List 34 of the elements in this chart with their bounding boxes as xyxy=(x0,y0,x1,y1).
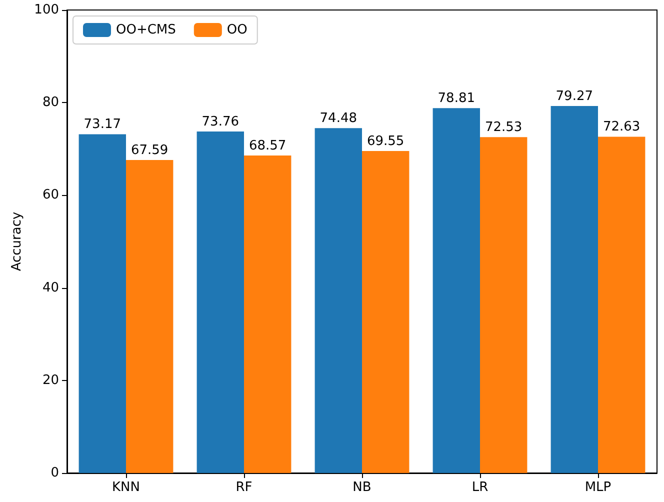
y-tick-label: 100 xyxy=(34,2,59,18)
bar xyxy=(126,160,174,473)
x-tick-label: LR xyxy=(472,480,488,495)
x-tick-label: KNN xyxy=(112,480,140,495)
bar xyxy=(550,106,598,473)
data-label: 73.17 xyxy=(84,117,122,132)
bar xyxy=(196,131,244,473)
data-label: 69.55 xyxy=(366,134,404,149)
data-label: 78.81 xyxy=(438,91,476,106)
data-label: 72.63 xyxy=(602,120,640,135)
y-tick-label: 20 xyxy=(42,372,59,388)
x-tick-label: MLP xyxy=(584,480,612,495)
legend-label: OO xyxy=(226,22,248,38)
y-tick-label: 0 xyxy=(50,466,59,480)
bar xyxy=(314,128,362,473)
y-tick-label: 60 xyxy=(42,188,59,203)
bar xyxy=(598,136,646,473)
data-label: 74.48 xyxy=(320,111,358,126)
data-label: 68.57 xyxy=(248,138,286,154)
y-axis-title: Accuracy xyxy=(9,212,24,272)
bar xyxy=(362,150,410,473)
data-label: 73.76 xyxy=(202,114,240,130)
x-tick-label: NB xyxy=(352,480,372,495)
y-tick-label: 80 xyxy=(42,95,59,110)
legend-label: OO+CMS xyxy=(116,22,176,38)
y-tick-label: 40 xyxy=(42,280,59,296)
bar xyxy=(78,134,126,473)
data-label: 79.27 xyxy=(556,88,594,104)
data-label: 72.53 xyxy=(484,120,522,136)
data-label: 67.59 xyxy=(130,143,168,158)
bar xyxy=(480,137,528,473)
x-tick-label: RF xyxy=(236,480,252,495)
bar xyxy=(244,156,292,473)
bar xyxy=(432,108,480,473)
